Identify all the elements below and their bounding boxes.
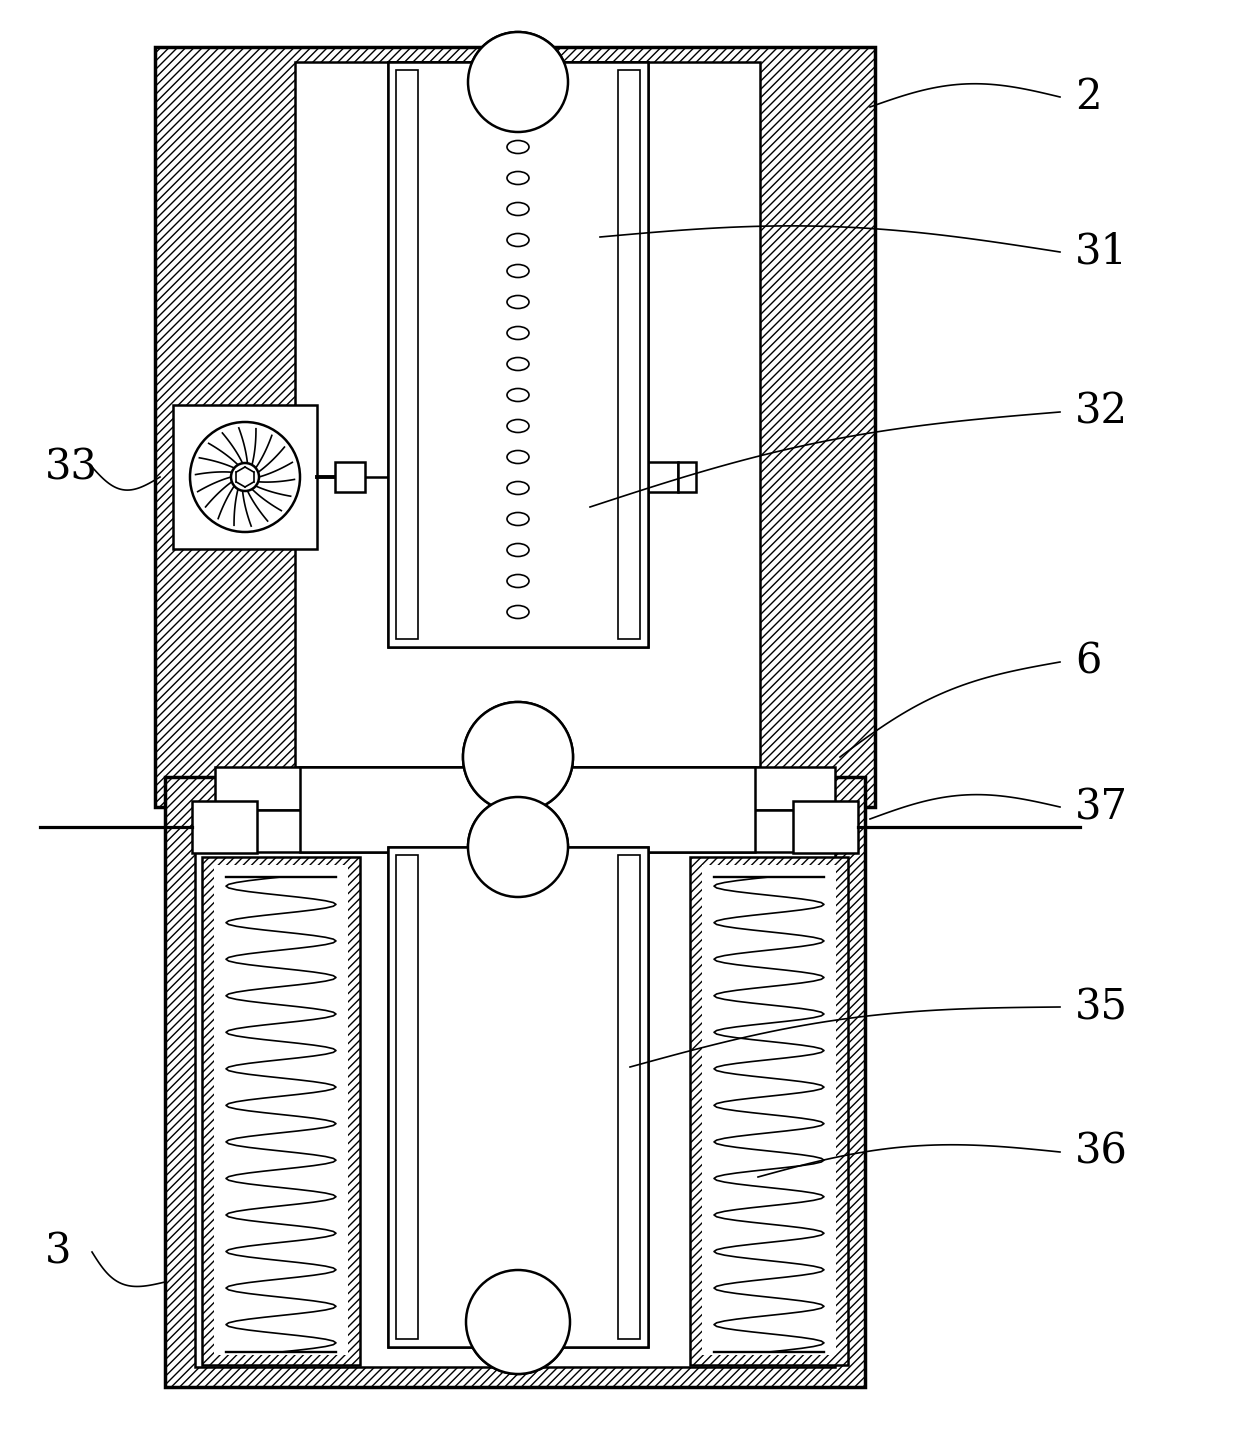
Circle shape [466, 1270, 570, 1375]
Bar [794, 802, 858, 852]
Bar [396, 69, 418, 640]
Bar [388, 846, 649, 1347]
Bar [215, 865, 348, 1354]
Ellipse shape [507, 574, 529, 587]
Text: 3: 3 [45, 1231, 72, 1273]
Bar [215, 767, 835, 810]
Ellipse shape [507, 420, 529, 433]
Ellipse shape [507, 544, 529, 557]
Ellipse shape [507, 203, 529, 216]
Bar [388, 846, 649, 1347]
Bar [649, 462, 678, 492]
Ellipse shape [507, 357, 529, 370]
Bar [702, 865, 836, 1354]
Bar [300, 767, 755, 852]
Ellipse shape [507, 357, 529, 370]
Ellipse shape [507, 172, 529, 185]
Ellipse shape [507, 295, 529, 308]
Bar [618, 855, 640, 1338]
Ellipse shape [507, 450, 529, 463]
Bar [618, 855, 640, 1338]
Ellipse shape [507, 265, 529, 278]
Ellipse shape [507, 512, 529, 525]
Bar [618, 69, 640, 640]
Bar [388, 62, 649, 647]
Bar [678, 462, 696, 492]
Circle shape [231, 463, 259, 491]
Ellipse shape [507, 605, 529, 618]
Circle shape [467, 32, 568, 132]
Text: 37: 37 [1075, 786, 1128, 828]
Ellipse shape [507, 450, 529, 463]
Bar [192, 802, 257, 852]
Circle shape [463, 702, 573, 812]
Ellipse shape [507, 327, 529, 340]
Bar [396, 69, 418, 640]
Ellipse shape [507, 203, 529, 216]
Text: 33: 33 [45, 446, 98, 488]
Ellipse shape [507, 295, 529, 308]
Bar [215, 810, 835, 852]
Ellipse shape [507, 605, 529, 618]
Bar [335, 462, 365, 492]
Ellipse shape [507, 233, 529, 246]
Ellipse shape [507, 420, 529, 433]
Ellipse shape [507, 388, 529, 401]
Ellipse shape [507, 327, 529, 340]
Bar [202, 857, 360, 1365]
Ellipse shape [507, 388, 529, 401]
Ellipse shape [507, 544, 529, 557]
Bar [689, 857, 848, 1365]
Bar [689, 857, 848, 1365]
Ellipse shape [507, 574, 529, 587]
Bar [155, 46, 875, 807]
Circle shape [466, 1270, 570, 1375]
Circle shape [467, 797, 568, 897]
Circle shape [467, 797, 568, 897]
Ellipse shape [507, 233, 529, 246]
Text: 35: 35 [1075, 985, 1128, 1027]
Text: 36: 36 [1075, 1132, 1128, 1174]
Ellipse shape [507, 140, 529, 153]
Bar [202, 857, 360, 1365]
Bar [396, 855, 418, 1338]
Ellipse shape [507, 482, 529, 495]
Bar [396, 855, 418, 1338]
Bar [174, 405, 317, 548]
Ellipse shape [507, 265, 529, 278]
Ellipse shape [507, 172, 529, 185]
Text: 32: 32 [1075, 391, 1128, 433]
Bar [165, 777, 866, 1388]
Text: 6: 6 [1075, 641, 1101, 683]
Text: 31: 31 [1075, 232, 1128, 273]
Ellipse shape [507, 512, 529, 525]
Ellipse shape [507, 140, 529, 153]
Text: 2: 2 [1075, 77, 1101, 119]
Ellipse shape [507, 482, 529, 495]
Bar [618, 69, 640, 640]
Bar [195, 807, 835, 1367]
Bar [155, 46, 875, 807]
Bar [295, 62, 760, 767]
Circle shape [467, 32, 568, 132]
Bar [388, 62, 649, 647]
Bar [165, 777, 866, 1388]
Circle shape [463, 702, 573, 812]
